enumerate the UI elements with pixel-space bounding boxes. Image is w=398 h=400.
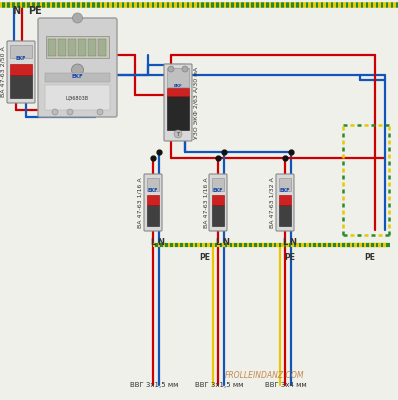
Text: PE: PE (28, 6, 42, 16)
Text: ВВГ 3х4 мм: ВВГ 3х4 мм (265, 382, 307, 388)
Text: N: N (289, 238, 297, 247)
Text: PE: PE (285, 253, 295, 262)
Circle shape (52, 109, 58, 115)
Bar (46, 36, 109, 58)
Circle shape (67, 109, 73, 115)
Bar (279, 205, 291, 226)
Circle shape (97, 109, 103, 115)
Bar (78, 39, 86, 56)
Bar (10, 64, 32, 75)
Text: PE: PE (199, 253, 211, 262)
Bar (88, 39, 96, 56)
Text: N: N (12, 6, 20, 16)
Text: EKF: EKF (16, 56, 26, 61)
Text: EKF: EKF (213, 188, 223, 193)
Text: EKF: EKF (72, 74, 83, 80)
Bar (279, 195, 291, 205)
Bar (147, 205, 159, 226)
Text: L: L (215, 238, 220, 247)
FancyBboxPatch shape (276, 174, 294, 231)
Bar (212, 195, 224, 205)
Circle shape (182, 66, 188, 72)
Bar (45, 85, 110, 110)
Circle shape (72, 13, 82, 23)
Bar (98, 39, 106, 56)
Bar (167, 68, 189, 87)
Bar (58, 39, 66, 56)
Text: FROLLEINDANZ.COM: FROLLEINDANZ.COM (225, 370, 305, 380)
Text: ВВГ 3х1,5 мм: ВВГ 3х1,5 мм (195, 382, 243, 388)
Bar (212, 178, 224, 191)
Text: N: N (158, 238, 164, 247)
Text: T: T (176, 132, 179, 136)
Circle shape (174, 130, 182, 138)
Bar (45, 73, 110, 82)
Text: ВА 47-63 1/16 А: ВА 47-63 1/16 А (203, 177, 208, 228)
Text: ВА 47-63 1/32 А: ВА 47-63 1/32 А (270, 177, 275, 228)
Text: ВА 47-63 1/16 А: ВА 47-63 1/16 А (138, 177, 143, 228)
FancyBboxPatch shape (144, 174, 162, 231)
Text: N: N (222, 238, 230, 247)
Bar (212, 205, 224, 226)
Text: L: L (282, 238, 288, 247)
Text: PE: PE (365, 253, 375, 262)
Bar (147, 178, 159, 191)
Bar (48, 39, 56, 56)
FancyBboxPatch shape (164, 64, 192, 141)
FancyBboxPatch shape (7, 41, 35, 103)
Circle shape (168, 66, 174, 72)
Bar (167, 96, 189, 130)
Bar (167, 88, 189, 96)
Text: EKF: EKF (174, 84, 182, 88)
Circle shape (72, 64, 84, 76)
FancyBboxPatch shape (209, 174, 227, 231)
Bar (279, 178, 291, 191)
Text: ЦЭ6803В: ЦЭ6803В (66, 96, 89, 100)
FancyBboxPatch shape (38, 18, 117, 117)
Text: L: L (150, 238, 156, 247)
Bar (10, 45, 32, 58)
Text: УЗО ЭКФ 2/63 А/30 мА: УЗО ЭКФ 2/63 А/30 мА (193, 66, 198, 138)
Bar (147, 195, 159, 205)
Text: ВВГ 3х1,5 мм: ВВГ 3х1,5 мм (130, 382, 178, 388)
Text: EKF: EKF (280, 188, 290, 193)
Text: ВА 47-63 2/50 А: ВА 47-63 2/50 А (1, 47, 6, 97)
Text: EKF: EKF (148, 188, 158, 193)
Bar (10, 75, 32, 98)
Bar (68, 39, 76, 56)
